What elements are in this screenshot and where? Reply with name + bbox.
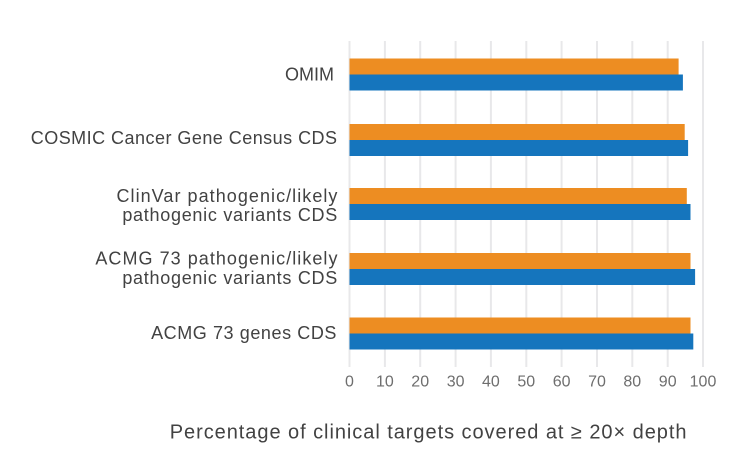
svg-text:80: 80 [623,374,641,391]
svg-text:90: 90 [659,374,677,391]
svg-text:30: 30 [447,374,465,391]
svg-text:70: 70 [588,374,606,391]
svg-text:Percentage of clinical targets: Percentage of clinical targets covered a… [170,422,688,444]
svg-text:pathogenic variants CDS: pathogenic variants CDS [122,268,338,288]
svg-text:40: 40 [482,374,500,391]
svg-text:OMIM: OMIM [285,65,334,85]
svg-text:20: 20 [411,374,429,391]
svg-text:ACMG 73 genes CDS: ACMG 73 genes CDS [151,323,337,343]
svg-text:ClinVar pathogenic/likely: ClinVar pathogenic/likely [116,186,338,206]
svg-text:50: 50 [517,374,535,391]
svg-text:COSMIC Cancer Gene Census CDS: COSMIC Cancer Gene Census CDS [31,128,338,148]
svg-text:pathogenic variants CDS: pathogenic variants CDS [122,205,338,225]
svg-text:60: 60 [553,374,571,391]
svg-text:10: 10 [376,374,394,391]
svg-text:ACMG 73 pathogenic/likely: ACMG 73 pathogenic/likely [95,249,338,269]
svg-text:0: 0 [345,374,354,391]
svg-text:100: 100 [690,374,717,391]
